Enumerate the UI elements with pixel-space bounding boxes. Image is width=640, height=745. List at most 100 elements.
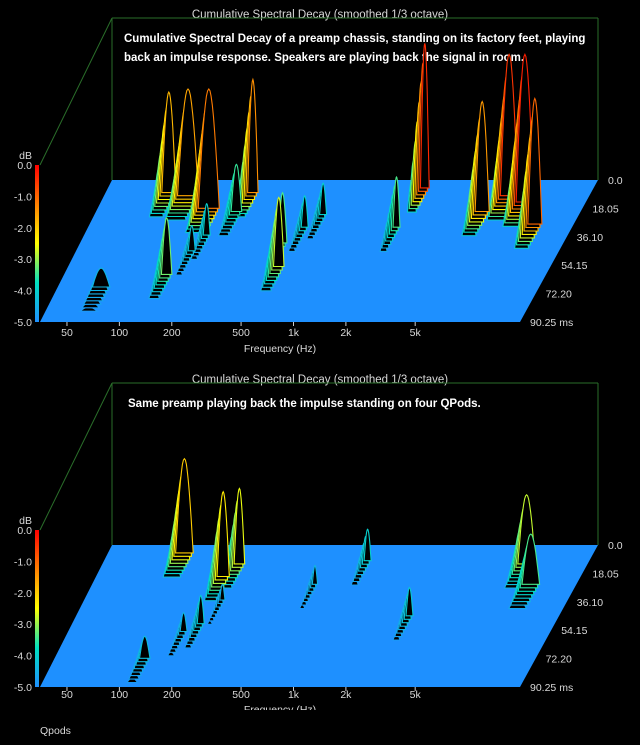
chart-annotation: Same preamp playing back the impulse sta… bbox=[128, 398, 481, 410]
decay-slice bbox=[363, 528, 372, 562]
decay-slice bbox=[216, 490, 230, 578]
decay-slice bbox=[196, 594, 205, 625]
decay-peak bbox=[206, 583, 226, 625]
t-tick-label: 18.05 bbox=[592, 568, 618, 580]
decay-slice bbox=[179, 612, 188, 633]
t-tick-label: 36.10 bbox=[577, 597, 603, 609]
t-tick-label: 0.0 bbox=[608, 175, 623, 187]
decay-peak bbox=[78, 267, 111, 312]
decay-peak bbox=[183, 594, 205, 649]
decay-slice bbox=[311, 564, 319, 585]
decay-peak bbox=[350, 528, 372, 586]
x-tick-label: 200 bbox=[163, 327, 181, 339]
decay-slice bbox=[91, 267, 111, 288]
z-axis-label: dB bbox=[19, 150, 32, 162]
x-tick-label: 1k bbox=[288, 689, 300, 701]
x-tick-label: 500 bbox=[232, 689, 250, 701]
x-tick-label: 100 bbox=[111, 689, 129, 701]
decay-peak bbox=[162, 457, 194, 578]
decay-peak bbox=[392, 586, 414, 641]
x-tick-label: 50 bbox=[61, 689, 73, 701]
z-tick-label: -3.0 bbox=[14, 254, 32, 266]
x-tick-label: 2k bbox=[340, 689, 352, 701]
decay-peak bbox=[164, 88, 200, 221]
decay-peak bbox=[406, 43, 430, 213]
floor-plane bbox=[40, 545, 598, 687]
decay-slice bbox=[419, 43, 430, 189]
decay-peak bbox=[379, 175, 401, 252]
x-tick-label: 5k bbox=[410, 689, 422, 701]
csd-chart-preamp-qpods: Cumulative Spectral Decay (smoothed 1/3 … bbox=[0, 365, 640, 710]
t-tick-label: 72.20 bbox=[546, 289, 572, 301]
decay-slice bbox=[161, 90, 177, 194]
decay-peak bbox=[260, 196, 285, 292]
x-tick-label: 5k bbox=[410, 327, 422, 339]
decay-peak bbox=[513, 97, 543, 249]
footer-label: Qpods bbox=[40, 725, 71, 737]
z-tick-label: 0.0 bbox=[17, 525, 32, 537]
decay-peak bbox=[166, 612, 188, 657]
x-tick-label: 200 bbox=[163, 689, 181, 701]
z-tick-label: 0.0 bbox=[17, 160, 32, 172]
z-axis-label: dB bbox=[19, 515, 32, 527]
decay-slice bbox=[138, 635, 151, 659]
z-tick-label: -1.0 bbox=[14, 191, 32, 203]
colorbar bbox=[35, 165, 39, 322]
decay-peak bbox=[306, 182, 328, 240]
frame-left-diagonal bbox=[39, 382, 113, 531]
z-tick-label: -2.0 bbox=[14, 223, 32, 235]
decay-peak bbox=[125, 635, 151, 684]
decay-slice bbox=[233, 487, 246, 565]
waterfall-plot: 0.0 -1.0 -2.0 -3.0 -4.0 -5.0 dB 50 100 200 500 1k 2k… bbox=[14, 17, 623, 355]
decay-slice bbox=[527, 97, 543, 225]
decay-slice bbox=[405, 586, 414, 617]
decay-slice bbox=[247, 77, 259, 194]
decay-slice bbox=[175, 457, 194, 554]
x-axis-label: Frequency (Hz) bbox=[244, 704, 316, 710]
decay-peak bbox=[461, 100, 490, 237]
z-tick-label: -3.0 bbox=[14, 619, 32, 631]
decay-peak bbox=[148, 216, 173, 300]
decay-slice bbox=[219, 583, 226, 601]
x-tick-label: 100 bbox=[111, 327, 129, 339]
x-tick-label: 500 bbox=[232, 327, 250, 339]
x-tick-label: 2k bbox=[340, 327, 352, 339]
csd-chart-preamp-feet: Cumulative Spectral Decay (smoothed 1/3 … bbox=[0, 0, 640, 360]
t-tick-label: 90.25 ms bbox=[530, 682, 573, 694]
decay-peak bbox=[203, 490, 230, 602]
z-tick-label: -5.0 bbox=[14, 682, 32, 694]
frame-left-diagonal bbox=[39, 17, 113, 166]
decay-slice bbox=[319, 182, 328, 216]
x-tick-label: 1k bbox=[288, 327, 300, 339]
decay-slice bbox=[521, 533, 541, 585]
decay-slice bbox=[300, 194, 309, 228]
decay-peak bbox=[217, 163, 243, 237]
decay-slice bbox=[160, 216, 173, 275]
x-tick-label: 50 bbox=[61, 327, 73, 339]
z-tick-label: -2.0 bbox=[14, 588, 32, 600]
z-tick-label: -4.0 bbox=[14, 286, 32, 298]
decay-slice bbox=[474, 100, 490, 213]
decay-slice bbox=[230, 163, 243, 213]
z-tick-label: -5.0 bbox=[14, 317, 32, 329]
decay-slice bbox=[202, 202, 211, 236]
decay-slice bbox=[197, 88, 220, 209]
t-tick-label: 54.15 bbox=[561, 260, 587, 272]
t-tick-label: 54.15 bbox=[561, 625, 587, 637]
decay-peak bbox=[174, 224, 196, 276]
decay-peak bbox=[507, 533, 541, 610]
t-tick-label: 36.10 bbox=[577, 232, 603, 244]
decay-slice bbox=[187, 224, 196, 252]
decay-peak bbox=[148, 90, 177, 218]
decay-peak bbox=[189, 202, 211, 260]
t-tick-label: 0.0 bbox=[608, 540, 623, 552]
decay-peak bbox=[298, 564, 319, 610]
x-axis-label: Frequency (Hz) bbox=[244, 343, 316, 355]
decay-peak bbox=[287, 194, 309, 252]
t-tick-label: 72.20 bbox=[546, 654, 572, 666]
decay-slice bbox=[176, 88, 200, 197]
waterfall-plot: 0.0 -1.0 -2.0 -3.0 -4.0 -5.0 dB 50 100 200 500 1k 2k… bbox=[14, 382, 623, 710]
decay-peak bbox=[220, 487, 246, 589]
decay-slice bbox=[272, 196, 285, 268]
decay-peak bbox=[234, 77, 259, 218]
